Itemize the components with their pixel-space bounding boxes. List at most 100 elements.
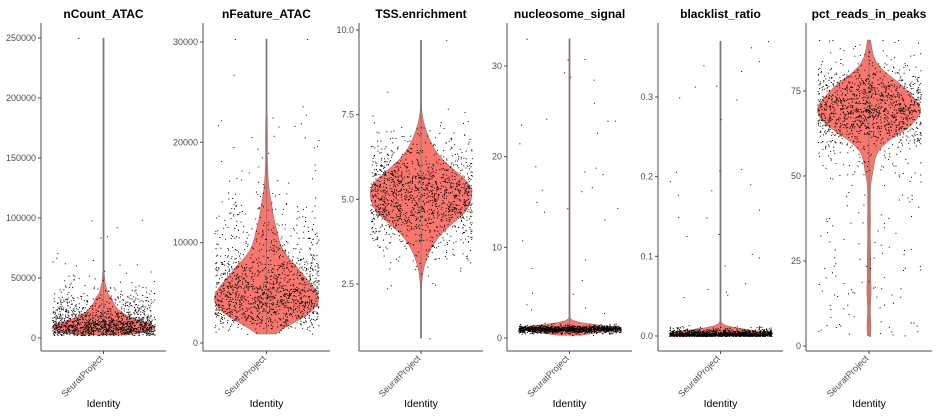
data-point xyxy=(259,325,261,327)
data-point xyxy=(150,302,152,304)
data-point xyxy=(432,211,433,213)
data-point xyxy=(70,332,72,334)
data-point xyxy=(287,262,288,264)
data-point xyxy=(286,319,288,321)
data-point xyxy=(96,323,98,325)
data-point xyxy=(279,332,280,334)
data-point xyxy=(400,241,402,242)
data-point xyxy=(238,237,240,239)
data-point xyxy=(377,189,379,191)
data-point xyxy=(262,316,263,318)
data-point xyxy=(132,323,133,325)
data-point xyxy=(78,324,80,326)
data-point xyxy=(390,138,392,140)
data-point xyxy=(403,223,405,225)
data-point xyxy=(294,125,296,127)
data-point xyxy=(310,253,312,255)
data-point xyxy=(300,292,302,294)
data-point xyxy=(303,278,305,280)
data-point xyxy=(444,178,446,180)
data-point xyxy=(384,189,386,191)
data-point xyxy=(571,331,573,333)
data-point xyxy=(450,185,451,187)
data-point xyxy=(101,310,103,312)
data-point xyxy=(298,316,300,318)
data-point xyxy=(108,327,110,329)
data-point xyxy=(56,327,58,329)
data-point xyxy=(273,303,275,305)
data-point xyxy=(123,333,125,335)
data-point xyxy=(316,145,318,147)
data-point xyxy=(272,295,274,297)
data-point xyxy=(65,314,66,316)
data-point xyxy=(223,293,225,295)
data-point xyxy=(255,218,257,220)
data-point xyxy=(247,318,249,319)
data-point xyxy=(386,153,388,155)
data-point xyxy=(413,205,415,207)
data-point xyxy=(397,179,398,181)
data-point xyxy=(451,216,453,218)
data-point xyxy=(224,219,226,221)
data-point xyxy=(425,160,427,162)
data-point xyxy=(90,332,92,334)
data-point xyxy=(137,317,139,319)
data-point xyxy=(139,318,141,320)
data-point xyxy=(235,303,237,304)
data-point xyxy=(218,315,220,317)
data-point xyxy=(457,227,459,229)
data-point xyxy=(119,320,121,322)
data-point xyxy=(392,192,394,194)
data-point xyxy=(242,283,243,285)
data-point xyxy=(467,165,468,167)
data-point xyxy=(227,291,229,293)
data-point xyxy=(381,224,383,226)
data-point xyxy=(397,208,398,210)
data-point xyxy=(392,209,394,211)
data-point xyxy=(284,244,285,246)
data-point xyxy=(317,303,319,305)
data-point xyxy=(277,249,279,251)
data-point xyxy=(94,325,95,327)
data-point xyxy=(466,188,468,190)
data-point xyxy=(246,319,248,321)
data-point xyxy=(74,313,76,315)
data-point xyxy=(293,289,295,290)
data-point xyxy=(418,239,420,241)
data-point xyxy=(408,198,410,200)
data-point xyxy=(100,321,102,323)
data-point xyxy=(66,324,68,326)
data-point xyxy=(66,301,68,303)
data-point xyxy=(405,153,407,155)
data-point xyxy=(135,327,137,329)
data-point xyxy=(271,324,272,326)
data-point xyxy=(232,198,234,199)
data-point xyxy=(402,178,404,180)
data-point xyxy=(386,131,388,133)
data-point xyxy=(307,313,308,315)
data-point xyxy=(58,297,60,299)
data-point xyxy=(269,311,271,313)
data-point xyxy=(312,333,313,335)
data-point xyxy=(144,325,146,327)
data-point xyxy=(63,325,65,327)
data-point xyxy=(413,208,415,210)
data-point xyxy=(106,332,108,334)
data-point xyxy=(450,217,452,219)
data-point xyxy=(312,239,314,240)
data-point xyxy=(371,209,373,211)
data-point xyxy=(240,276,242,278)
data-point xyxy=(435,192,437,194)
data-point xyxy=(102,330,104,332)
data-point xyxy=(123,299,125,301)
data-point xyxy=(229,325,231,327)
data-point xyxy=(101,324,103,326)
data-point xyxy=(471,236,473,238)
data-point xyxy=(387,179,389,181)
data-point xyxy=(429,222,431,224)
data-point xyxy=(304,305,306,307)
data-point xyxy=(120,312,122,314)
data-point xyxy=(113,324,115,326)
data-point xyxy=(244,269,246,271)
data-point xyxy=(122,304,124,306)
